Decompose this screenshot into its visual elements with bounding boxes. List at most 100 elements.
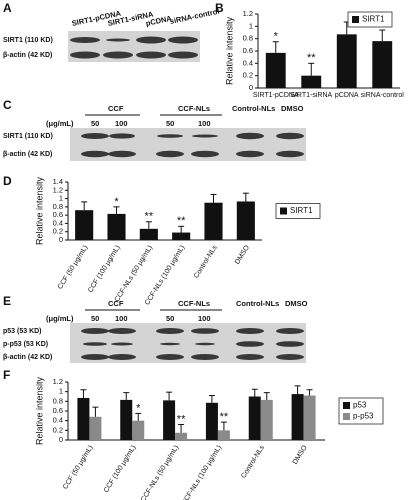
x-tick-label: SIRT1-siRNA <box>290 92 332 99</box>
y-tick-label: 0 <box>59 435 63 444</box>
panel-label: C <box>3 98 12 112</box>
dose-label: 100 <box>115 119 128 128</box>
dose-label: 50 <box>166 314 174 323</box>
group-label: DMSO <box>281 104 304 113</box>
x-tick-label: CCF-NLs (50 μg/mL) <box>140 444 180 500</box>
unit-label: (μg/mL) <box>46 314 74 323</box>
x-tick-label: CCF-NLs (50 μg/mL) <box>114 244 154 303</box>
x-tick-label: CCF (100 μg/mL) <box>87 244 122 294</box>
dose-label: 100 <box>198 119 211 128</box>
group-label: Control-NLs <box>236 299 279 308</box>
row-label: β-actin (42 KD) <box>3 354 52 361</box>
x-tick-label: CCF-NLs (100 μg/mL) <box>181 444 224 500</box>
y-tick-label: 1.4 <box>53 177 63 186</box>
y-tick-label: 0.4 <box>53 416 63 425</box>
legend-swatch <box>343 413 350 420</box>
y-tick-label: 1.2 <box>243 9 253 18</box>
panel-label: B <box>215 1 224 15</box>
significance-mark: ** <box>177 413 186 425</box>
row-label: p53 (53 KD) <box>3 328 42 335</box>
x-tick-label: SIRT1-pCDNA <box>253 92 299 99</box>
y-tick-label: 0.8 <box>53 396 63 405</box>
dose-label: 100 <box>115 314 128 323</box>
group-label: CCF <box>108 299 124 308</box>
row-label: β-actin (42 KD) <box>3 52 52 59</box>
dose-label: 50 <box>91 314 99 323</box>
bar <box>175 432 188 440</box>
legend-swatch <box>280 207 287 215</box>
y-tick-label: 1 <box>249 21 253 30</box>
bar <box>139 228 158 240</box>
bar <box>107 213 126 240</box>
bar <box>204 202 223 240</box>
blot-bands <box>70 36 198 59</box>
y-tick-label: 0.2 <box>53 227 63 236</box>
bar <box>265 52 286 88</box>
x-tick-label: pCDNA <box>335 92 359 99</box>
x-tick-label: DMSO <box>234 244 251 266</box>
x-tick-label: Control-NLs <box>240 444 266 480</box>
panel-label: A <box>3 1 12 15</box>
bar <box>205 402 218 440</box>
y-tick-label: 1 <box>59 387 63 396</box>
y-tick-label: 0.4 <box>53 218 63 227</box>
x-tick-label: Control-NLs <box>193 244 219 280</box>
group-label: CCF <box>108 104 124 113</box>
y-tick-label: 0 <box>59 235 63 244</box>
bar <box>248 396 261 440</box>
y-tick-label: 0.2 <box>53 425 63 434</box>
panel-label: F <box>3 368 10 382</box>
legend-label: SIRT1 <box>362 15 385 24</box>
legend-swatch <box>343 402 350 409</box>
y-axis-label: Relative intensity <box>34 176 44 245</box>
row-label: β-actin (42 KD) <box>3 151 52 158</box>
dose-label: 50 <box>166 119 174 128</box>
bar <box>217 430 230 440</box>
bar <box>372 41 393 88</box>
x-tick-label: CCF (50 μg/mL) <box>57 244 90 290</box>
blot-bands <box>81 328 304 360</box>
row-label: SIRT1 (110 KD) <box>3 37 53 44</box>
dose-label: 50 <box>91 119 99 128</box>
dose-label: 100 <box>198 314 211 323</box>
lane-label: siRNA-control <box>169 7 220 26</box>
y-tick-label: 0.8 <box>53 202 63 211</box>
y-tick-label: 0.6 <box>53 210 63 219</box>
bar <box>163 400 176 440</box>
bar <box>132 420 145 440</box>
x-tick-label: DMSO <box>292 444 309 466</box>
group-label: Control-NLs <box>232 104 275 113</box>
bar <box>236 201 255 240</box>
y-tick-label: 1.2 <box>53 377 63 386</box>
bar <box>89 416 102 440</box>
y-tick-label: 0.6 <box>53 406 63 415</box>
legend-label: SIRT1 <box>290 206 313 215</box>
unit-label: (μg/mL) <box>46 119 74 128</box>
bar <box>172 232 191 240</box>
panel-label: E <box>3 294 11 308</box>
y-axis-label: Relative intensity <box>34 376 44 445</box>
bar <box>301 75 322 88</box>
x-tick-label: siRNA-control <box>361 92 405 99</box>
group-label: CCF-NLs <box>178 299 210 308</box>
y-tick-label: 1.2 <box>53 185 63 194</box>
bar <box>260 399 273 440</box>
significance-mark: * <box>274 31 279 43</box>
y-tick-label: 0.8 <box>243 34 253 43</box>
y-tick-label: 1 <box>59 194 63 203</box>
y-axis-label: Relative intensity <box>224 16 234 85</box>
group-label: DMSO <box>285 299 308 308</box>
bar <box>303 395 316 440</box>
bar <box>75 210 94 240</box>
legend-box <box>347 11 393 28</box>
bar <box>336 34 357 88</box>
legend-swatch <box>352 16 359 23</box>
significance-mark: ** <box>145 211 154 223</box>
significance-mark: * <box>136 402 141 414</box>
significance-mark: * <box>114 196 119 208</box>
legend-label: p53 <box>353 401 367 410</box>
significance-mark: ** <box>177 215 186 227</box>
significance-mark: ** <box>220 411 229 423</box>
bar <box>120 399 133 440</box>
